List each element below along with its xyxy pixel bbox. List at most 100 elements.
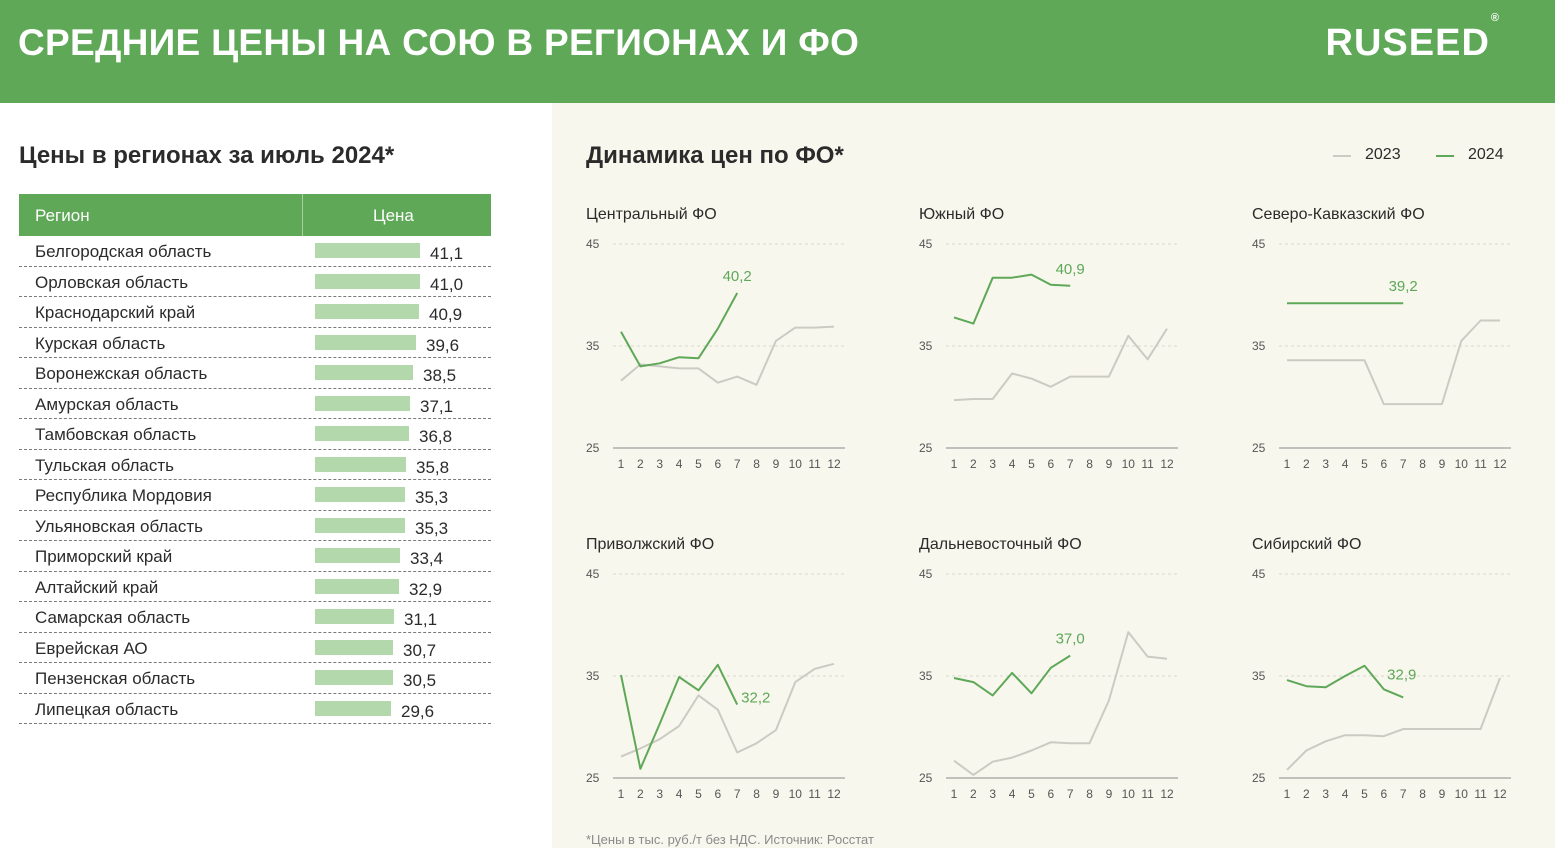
- x-tick-label: 2: [637, 787, 644, 801]
- x-tick-label: 9: [1439, 787, 1446, 801]
- chart-title: Дальневосточный ФО: [919, 536, 1082, 553]
- legend-line-2023: [1333, 155, 1351, 157]
- x-tick-label: 7: [1067, 457, 1074, 471]
- region-name: Краснодарский край: [35, 303, 196, 322]
- region-name: Республика Мордовия: [35, 486, 212, 505]
- x-tick-label: 6: [714, 457, 721, 471]
- price-value: 40,9: [429, 305, 463, 324]
- price-bar: [315, 426, 409, 441]
- price-bar: [315, 273, 420, 289]
- price-bar: [315, 670, 393, 685]
- y-tick-label: 45: [586, 567, 600, 581]
- price-bar: [315, 487, 405, 502]
- region-name: Приморский край: [35, 547, 173, 566]
- price-bar: [315, 700, 391, 716]
- x-tick-label: 6: [1380, 787, 1387, 801]
- table-row: Орловская область 41,0: [19, 267, 491, 297]
- chart-title: Северо-Кавказский ФО: [1252, 206, 1425, 223]
- x-tick-label: 7: [1400, 457, 1407, 471]
- data-label: 40,9: [1056, 261, 1085, 278]
- price-bar: [315, 578, 399, 594]
- price-value: 35,8: [416, 457, 450, 477]
- series-line-2023: [953, 631, 1168, 776]
- x-tick-label: 12: [827, 457, 841, 471]
- region-name: Курская область: [35, 333, 166, 353]
- x-tick-label: 4: [676, 787, 683, 801]
- legend-item-2023: 2023: [1333, 146, 1401, 164]
- x-tick-label: 5: [1028, 787, 1035, 801]
- table-row: Приморский край 33,4: [19, 541, 491, 572]
- table-row: Краснодарский край 40,9: [19, 297, 491, 328]
- x-tick-label: 12: [1493, 457, 1507, 471]
- series-line-2024: [953, 654, 1071, 697]
- x-tick-label: 12: [1160, 787, 1174, 801]
- price-value: 37,1: [420, 396, 454, 416]
- region-name: Белгородская область: [35, 242, 212, 261]
- region-name: Пензенская область: [35, 669, 196, 688]
- x-tick-label: 2: [1303, 787, 1310, 801]
- x-tick-label: 11: [1474, 787, 1487, 801]
- x-tick-label: 11: [1141, 787, 1154, 801]
- y-tick-label: 25: [919, 771, 933, 785]
- y-tick-label: 25: [586, 771, 600, 785]
- x-tick-label: 9: [773, 457, 780, 471]
- x-tick-label: 7: [1067, 787, 1074, 801]
- x-tick-label: 8: [1419, 457, 1426, 471]
- region-name: Ульяновская область: [35, 516, 203, 536]
- region-name: Амурская область: [35, 394, 179, 414]
- x-tick-label: 1: [1284, 787, 1291, 801]
- price-value: 32,9: [409, 579, 443, 599]
- price-value: 31,1: [404, 610, 438, 629]
- chart-title: Центральный ФО: [586, 206, 717, 223]
- x-tick-label: 3: [656, 457, 663, 471]
- x-tick-label: 9: [1106, 457, 1113, 471]
- x-tick-label: 5: [1361, 457, 1368, 471]
- series-line-2023: [1286, 677, 1501, 771]
- x-tick-label: 8: [1086, 457, 1093, 471]
- y-tick-label: 35: [586, 669, 600, 683]
- x-tick-label: 1: [618, 787, 625, 801]
- legend-item-2024: 2024: [1436, 146, 1504, 164]
- footnote: *Цены в тыс. руб./т без НДС. Источник: Р…: [586, 832, 874, 847]
- series-line-2024: [1286, 664, 1404, 699]
- data-label: 40,2: [723, 268, 752, 285]
- y-tick-label: 35: [1252, 669, 1266, 683]
- column-header-price: Цена: [373, 206, 414, 225]
- x-tick-label: 8: [753, 457, 760, 471]
- price-bar: [315, 395, 410, 411]
- dynamics-panel: [552, 103, 1555, 848]
- legend-label-2024: 2024: [1468, 146, 1504, 163]
- data-label: 39,2: [1389, 278, 1418, 295]
- y-tick-label: 45: [1252, 237, 1266, 251]
- x-tick-label: 4: [676, 457, 683, 471]
- x-tick-label: 8: [753, 787, 760, 801]
- region-name: Тульская область: [35, 455, 174, 475]
- table-row: Липецкая область 29,6: [19, 694, 491, 724]
- x-tick-label: 10: [1455, 457, 1469, 471]
- series-line-2024: [953, 273, 1071, 325]
- data-label: 32,2: [741, 690, 770, 707]
- x-tick-label: 12: [1160, 457, 1174, 471]
- x-tick-label: 3: [989, 787, 996, 801]
- price-bar: [315, 243, 420, 258]
- price-value: 41,0: [430, 274, 464, 294]
- price-value: 30,7: [403, 640, 437, 660]
- x-tick-label: 10: [1122, 787, 1136, 801]
- table-row: Тамбовская область 36,8: [19, 419, 491, 450]
- price-value: 38,5: [423, 366, 457, 385]
- legend-label-2023: 2023: [1365, 146, 1401, 163]
- x-tick-label: 5: [695, 457, 702, 471]
- x-tick-label: 6: [1047, 457, 1054, 471]
- series-line-2024: [620, 292, 739, 368]
- x-tick-label: 8: [1419, 787, 1426, 801]
- x-tick-label: 3: [989, 457, 996, 471]
- x-tick-label: 6: [714, 787, 721, 801]
- registered-mark: ®: [1490, 12, 1500, 25]
- x-tick-label: 5: [695, 787, 702, 801]
- x-tick-label: 3: [1322, 457, 1329, 471]
- x-tick-label: 4: [1342, 787, 1349, 801]
- table-header: Регион Цена: [19, 194, 491, 236]
- x-tick-label: 11: [1474, 457, 1487, 471]
